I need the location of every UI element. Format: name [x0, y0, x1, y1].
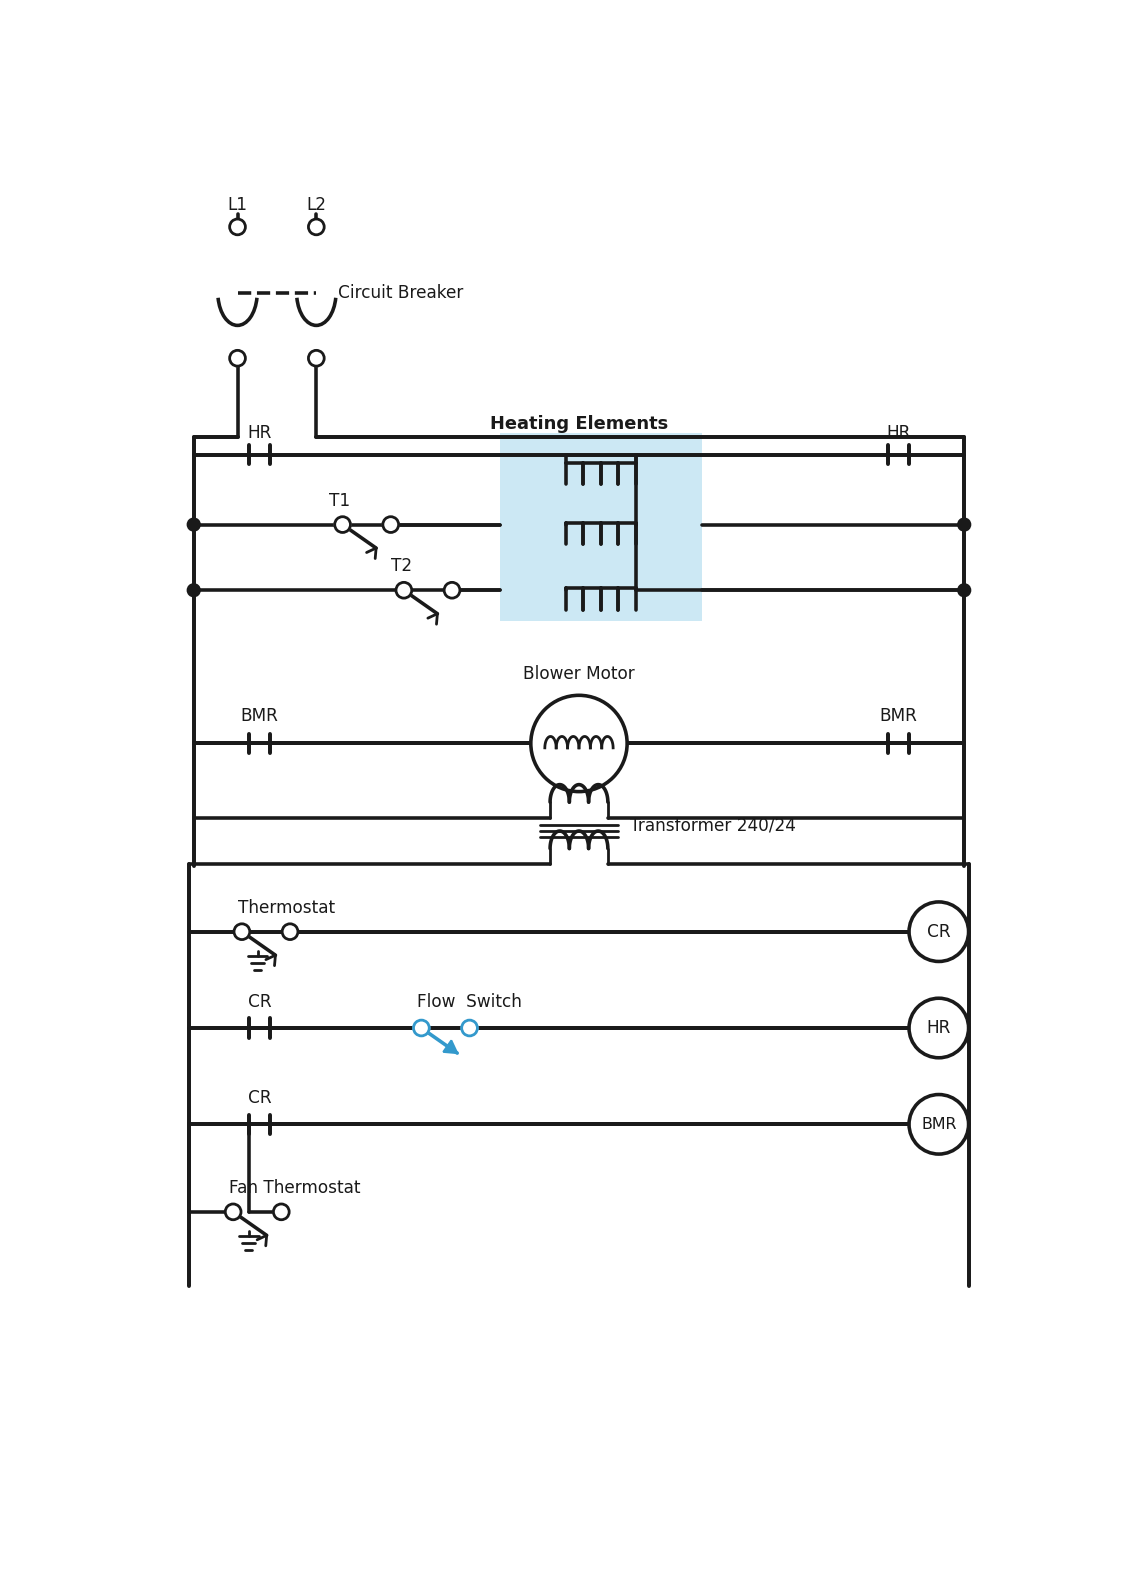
Text: T1: T1	[330, 491, 350, 510]
Text: Fan Thermostat: Fan Thermostat	[228, 1178, 360, 1197]
Text: CR: CR	[927, 923, 949, 940]
Circle shape	[187, 585, 200, 596]
Circle shape	[225, 1203, 240, 1219]
Circle shape	[229, 220, 245, 236]
Circle shape	[909, 1095, 968, 1154]
Circle shape	[308, 220, 324, 236]
Circle shape	[909, 902, 968, 961]
Circle shape	[187, 518, 200, 531]
Circle shape	[413, 1020, 429, 1036]
Circle shape	[308, 351, 324, 367]
Text: HR: HR	[247, 424, 271, 442]
Circle shape	[909, 998, 968, 1058]
Circle shape	[444, 583, 460, 598]
Text: HR: HR	[886, 424, 910, 442]
Circle shape	[273, 1203, 289, 1219]
Circle shape	[531, 695, 627, 792]
Text: CR: CR	[247, 993, 271, 1011]
Text: BMR: BMR	[879, 706, 917, 725]
Circle shape	[282, 925, 298, 940]
Text: L2: L2	[306, 196, 326, 215]
Text: L1: L1	[227, 196, 247, 215]
Text: Thermostat: Thermostat	[237, 899, 334, 917]
Circle shape	[396, 583, 411, 598]
Circle shape	[462, 1020, 478, 1036]
Text: T2: T2	[391, 556, 412, 575]
Circle shape	[334, 516, 350, 532]
Text: Heating Elements: Heating Elements	[490, 414, 667, 434]
Circle shape	[234, 925, 250, 940]
Text: CR: CR	[247, 1089, 271, 1108]
Circle shape	[957, 585, 970, 596]
Circle shape	[383, 516, 399, 532]
Text: Flow  Switch: Flow Switch	[417, 993, 522, 1011]
Polygon shape	[443, 1041, 457, 1054]
Text: Circuit Breaker: Circuit Breaker	[338, 284, 463, 301]
Text: BMR: BMR	[920, 1117, 956, 1132]
Circle shape	[229, 351, 245, 367]
Bar	[500, 434, 701, 622]
Text: HR: HR	[926, 1019, 951, 1038]
Text: Transformer 240/24: Transformer 240/24	[629, 816, 795, 834]
Text: BMR: BMR	[240, 706, 278, 725]
Text: Blower Motor: Blower Motor	[523, 665, 634, 682]
Circle shape	[957, 518, 970, 531]
